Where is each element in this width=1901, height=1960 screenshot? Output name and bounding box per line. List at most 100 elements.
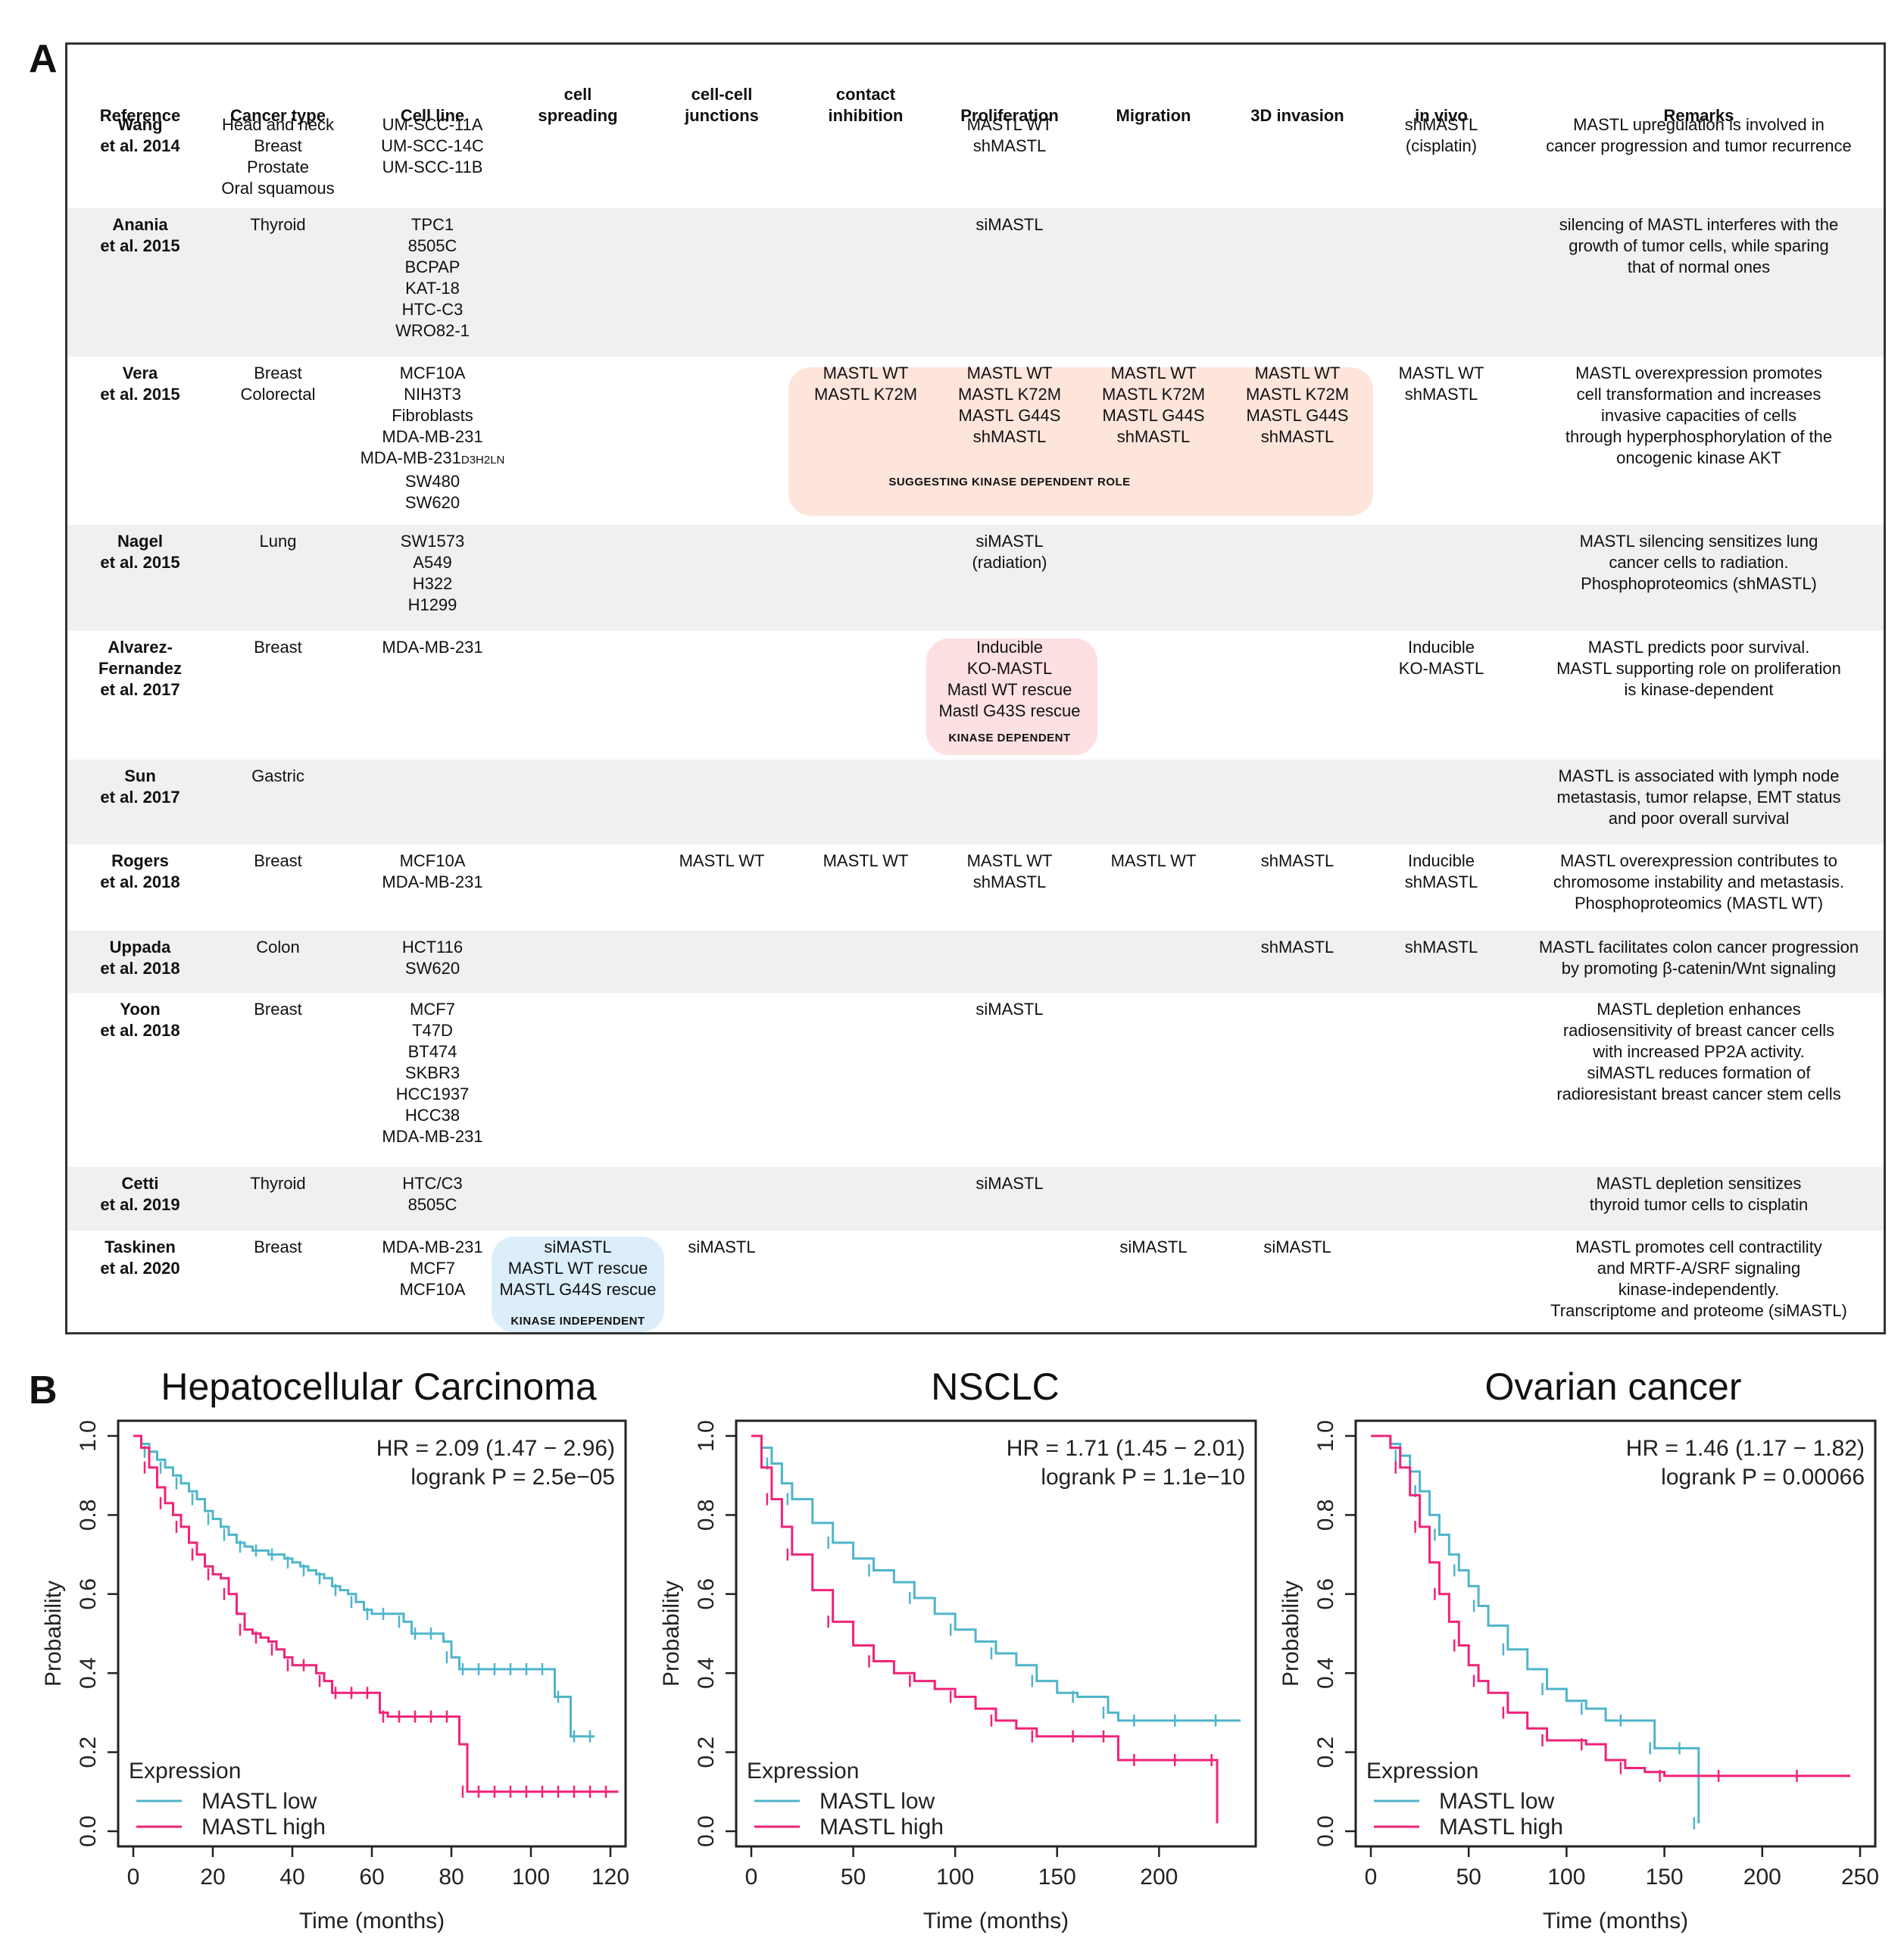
cell-reference: Cetti et al. 2019 — [76, 1173, 204, 1216]
column-header: 3D invasion — [1250, 106, 1344, 125]
cell-line: Transcriptome and proteome (siMASTL) — [1550, 1301, 1847, 1320]
logrank-p: logrank P = 1.1e−10 — [1041, 1465, 1245, 1490]
cell-line: shMASTL — [1260, 851, 1334, 870]
highlight-box — [492, 1237, 664, 1332]
x-tick-label: 200 — [1743, 1865, 1781, 1890]
cell-line: Breast — [254, 851, 302, 870]
cell-line: shMASTL — [1404, 872, 1478, 891]
y-axis-label: Probability — [41, 1581, 66, 1687]
column-header: Migration — [1116, 106, 1191, 125]
y-tick-label: 1.0 — [76, 1420, 101, 1452]
cell-line: et al. 2018 — [100, 1021, 180, 1040]
x-tick-label: 100 — [936, 1865, 974, 1890]
cell-line: HCT116 — [401, 938, 464, 957]
cell-reference: Alvarez- Fernandez et al. 2017 — [76, 637, 204, 701]
x-tick-label: 0 — [127, 1865, 140, 1890]
y-tick-label: 0.2 — [694, 1737, 719, 1768]
cell-line: shMASTL — [1260, 427, 1334, 446]
cell-line: H1299 — [407, 595, 457, 614]
cell-line: MCF10A — [399, 364, 466, 382]
cell-line: MASTL G44S — [958, 406, 1061, 425]
cell-proliferation: Inducible KO-MASTL Mastl WT rescue Mastl G4… — [934, 637, 1085, 722]
x-axis-label: Time (months) — [1543, 1909, 1688, 1933]
cell-reference: Sun et al. 2017 — [76, 766, 204, 808]
cell-line: et al. 2015 — [100, 385, 180, 404]
cell-line: Colorectal — [240, 385, 316, 404]
y-tick-label: 0.8 — [1313, 1500, 1338, 1531]
cell-line: Phosphoproteomics (MASTL WT) — [1574, 894, 1824, 913]
y-tick-label: 0.2 — [76, 1737, 101, 1768]
cell-line: Yoon — [120, 1000, 161, 1019]
cell-line: et al. 2019 — [100, 1195, 180, 1214]
y-tick-label: 0.4 — [1313, 1657, 1338, 1689]
x-tick-label: 250 — [1841, 1865, 1879, 1890]
highlight-box — [926, 638, 1097, 755]
cell-line: Mastl WT rescue — [947, 680, 1072, 699]
cell-line: siMASTL reduces formation of — [1587, 1063, 1811, 1082]
cell-line: Anania — [112, 215, 168, 234]
cell-junctions: MASTL WT — [650, 850, 794, 872]
y-tick-label: 0.6 — [1313, 1578, 1338, 1610]
cell-migration: MASTL WT — [1082, 850, 1225, 872]
km-curve-low — [1371, 1434, 1700, 1824]
cell-remarks: MASTL promotes cell contractility and MRT… — [1525, 1237, 1873, 1322]
logrank-p: logrank P = 0.00066 — [1661, 1465, 1865, 1490]
highlight-box — [788, 367, 1373, 516]
y-tick-label: 0.0 — [76, 1815, 101, 1847]
x-tick-label: 80 — [439, 1865, 464, 1890]
cell-line: MASTL WT — [1254, 364, 1341, 382]
cell-cancer: Lung — [202, 531, 354, 552]
cell-line: shMASTL — [1116, 427, 1191, 446]
cell-invasion: shMASTL — [1225, 937, 1369, 958]
cell-line: shMASTL — [1404, 115, 1478, 134]
cell-cancer: Breast — [202, 999, 354, 1020]
cell-line: kinase-independently. — [1618, 1280, 1780, 1299]
cell-cells: MCF7 T47D BT474 SKBR3 HCC1937 HCC38 MDA-MB-231 — [349, 999, 516, 1147]
x-tick-label: 100 — [1547, 1865, 1585, 1890]
cell-line: SW620 — [404, 493, 460, 512]
y-tick-label: 0.0 — [694, 1815, 719, 1847]
km-curve-high — [133, 1434, 619, 1793]
legend-label: MASTL high — [201, 1815, 326, 1840]
x-axis-label: Time (months) — [299, 1909, 445, 1933]
cell-line: shMASTL — [1404, 385, 1478, 404]
cell-line: et al. 2018 — [100, 872, 180, 891]
cell-cancer: Thyroid — [202, 214, 354, 236]
cell-line: 8505C — [407, 236, 457, 255]
cell-line: shMASTL — [1404, 938, 1478, 957]
cell-line: thyroid tumor cells to cisplatin — [1589, 1195, 1809, 1214]
cell-reference: Wang et al. 2014 — [76, 114, 204, 157]
cell-line: HTC-C3 — [401, 300, 464, 319]
column-header: Cell line — [400, 106, 465, 125]
plot-frame — [1354, 1419, 1877, 1848]
cell-cancer: Breast Colorectal — [202, 363, 354, 405]
cell-invasion: shMASTL — [1225, 850, 1369, 872]
cell-line: chromosome instability and metastasis. — [1553, 872, 1844, 891]
cell-cancer: Breast — [202, 1237, 354, 1258]
panel-label-b: B — [29, 1369, 58, 1412]
cell-line: Wang — [117, 115, 163, 134]
cell-line: growth of tumor cells, while sparing — [1569, 236, 1829, 255]
cell-line: 8505C — [407, 1195, 457, 1214]
plot-frame — [735, 1419, 1257, 1848]
cell-line: and poor overall survival — [1608, 809, 1790, 828]
y-tick-label: 0.0 — [1313, 1815, 1338, 1847]
cell-line: SW1573 — [400, 532, 465, 551]
cell-line: HTC/C3 — [402, 1174, 463, 1193]
cell-invivo: Inducible KO-MASTL — [1369, 637, 1513, 679]
cell-remarks: MASTL silencing sensitizes lung cancer ce… — [1525, 531, 1873, 595]
cell-line: MASTL WT — [966, 364, 1053, 382]
cell-line: Thyroid — [250, 1174, 306, 1193]
cell-line: cancer progression and tumor recurrence — [1546, 136, 1852, 155]
cell-line: siMASTL — [688, 1237, 756, 1256]
cell-proliferation: MASTL WT MASTL K72M MASTL G44S shMASTL — [934, 363, 1085, 448]
cell-line: cell transformation and increases — [1576, 385, 1821, 404]
cell-proliferation: siMASTL (radiation) — [934, 531, 1085, 573]
cell-remarks: MASTL is associated with lymph node metas… — [1525, 766, 1873, 829]
cell-line: HCC1937 — [395, 1085, 470, 1103]
table-row: Yoon et al. 2018 Breast MCF7 T47D BT474 SKBR3 H… — [67, 993, 1884, 1167]
cell-spreading: siMASTL MASTL WT rescue MASTL G44S rescue — [495, 1237, 661, 1300]
x-tick-label: 0 — [745, 1865, 758, 1890]
column-header: Proliferation — [960, 106, 1059, 125]
cell-line: A549 — [413, 553, 452, 572]
